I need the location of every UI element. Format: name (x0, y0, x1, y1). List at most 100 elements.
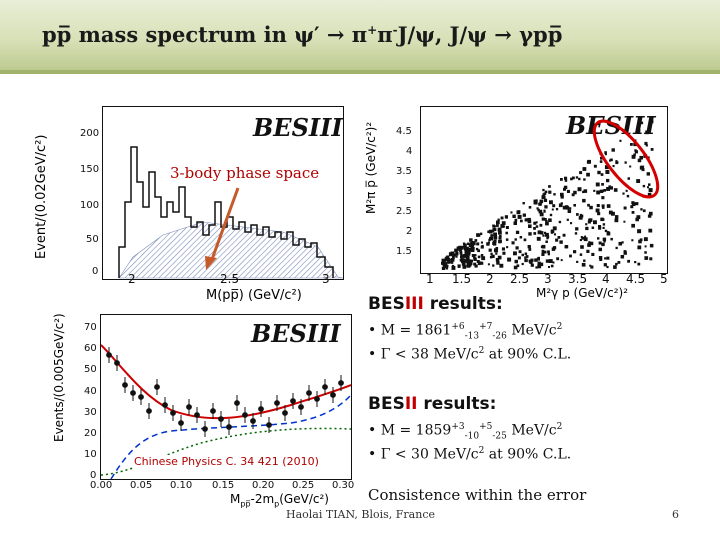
dalitz-point (459, 258, 463, 262)
dalitz-point (514, 218, 518, 222)
dalitz-point (470, 242, 473, 245)
dalitz-point (495, 252, 498, 255)
dalitz-point (493, 232, 497, 237)
besiii-logo: BESIII (253, 113, 343, 142)
dalitz-point (522, 202, 525, 205)
x-tick: 0.20 (252, 480, 275, 491)
dalitz-point (521, 253, 524, 257)
dalitz-point (579, 238, 582, 242)
y-tick: 2.5 (396, 206, 412, 217)
background-curve (110, 394, 351, 479)
dalitz-point (468, 243, 473, 247)
dalitz-point (606, 204, 611, 208)
dalitz-point (546, 235, 550, 239)
dalitz-point (517, 210, 521, 213)
dalitz-point (595, 182, 600, 187)
dalitz-point (543, 192, 547, 196)
dalitz-point (648, 228, 653, 233)
dalitz-point (612, 165, 615, 168)
dalitz-point (620, 255, 625, 259)
dalitz-point (524, 252, 528, 255)
dalitz-point (579, 253, 583, 256)
dalitz-point (447, 258, 451, 262)
dalitz-point (541, 252, 545, 256)
dalitz-point (586, 249, 590, 253)
dalitz-point (602, 223, 606, 226)
dalitz-point (486, 242, 490, 246)
dalitz-point (446, 261, 450, 264)
dalitz-point (498, 239, 502, 244)
dalitz-point (649, 257, 653, 261)
dalitz-point (466, 260, 470, 264)
dalitz-point (601, 196, 605, 200)
dalitz-point (597, 237, 600, 240)
dalitz-point (518, 250, 522, 254)
dalitz-point (496, 224, 499, 227)
dalitz-point (481, 256, 486, 261)
dalitz-point (600, 173, 604, 176)
dalitz-point (589, 264, 592, 267)
x-tick: 3 (322, 272, 330, 286)
y-tick: 4.5 (396, 126, 412, 137)
dalitz-point (634, 150, 638, 154)
dalitz-point (517, 256, 521, 260)
dalitz-point (570, 222, 573, 225)
dalitz-point (470, 245, 474, 250)
dalitz-point (605, 170, 610, 174)
dalitz-point (604, 165, 609, 170)
dalitz-point (514, 238, 517, 241)
dalitz-point (548, 266, 550, 268)
dalitz-point (550, 229, 555, 234)
dalitz-point (539, 199, 544, 204)
dalitz-point (451, 256, 455, 259)
dalitz-point (571, 193, 575, 197)
dalitz-point (598, 241, 602, 245)
dalitz-point (541, 244, 546, 249)
dalitz-point (455, 252, 459, 256)
dalitz-point (533, 232, 537, 235)
dalitz-point (544, 231, 547, 234)
dalitz-point (597, 170, 601, 175)
y-tick: 0 (90, 470, 97, 481)
dalitz-point (642, 209, 646, 213)
dalitz-point (564, 179, 568, 182)
dalitz-point (528, 224, 532, 228)
dalitz-point (470, 259, 473, 263)
dalitz-point (477, 249, 480, 253)
dalitz-point (505, 238, 509, 241)
y-tick: 0 (92, 266, 99, 277)
dalitz-point (558, 203, 563, 208)
dalitz-point (606, 178, 610, 183)
y-tick: 50 (84, 364, 97, 375)
dalitz-point (536, 236, 541, 241)
dalitz-point (572, 176, 575, 180)
dalitz-point (646, 172, 650, 176)
dalitz-point (560, 192, 564, 197)
dalitz-point (574, 232, 578, 235)
dalitz-point (604, 263, 607, 267)
dalitz-point (578, 215, 583, 220)
dalitz-point (573, 190, 577, 195)
dalitz-point (513, 251, 517, 256)
phase-space-curve (101, 427, 351, 476)
dalitz-point (523, 238, 527, 242)
dalitz-point (589, 241, 594, 246)
dalitz-point (538, 209, 543, 214)
dalitz-point (548, 185, 551, 188)
dalitz-point (631, 239, 634, 242)
dalitz-point (464, 259, 468, 263)
y-axis-label: M²π p̅ (GeV/c²)² (364, 121, 378, 214)
dalitz-point (493, 228, 497, 232)
title-band (0, 0, 720, 74)
x-tick: 0.15 (212, 480, 235, 491)
dalitz-point (535, 221, 538, 224)
dalitz-point (487, 263, 490, 266)
dalitz-point (573, 204, 576, 207)
dalitz-point (544, 205, 548, 209)
dalitz-point (603, 240, 606, 243)
dalitz-point (499, 235, 502, 238)
x-tick: 0.05 (130, 480, 153, 491)
dalitz-point (469, 238, 473, 242)
dalitz-point (464, 248, 467, 251)
dalitz-point (640, 121, 644, 125)
